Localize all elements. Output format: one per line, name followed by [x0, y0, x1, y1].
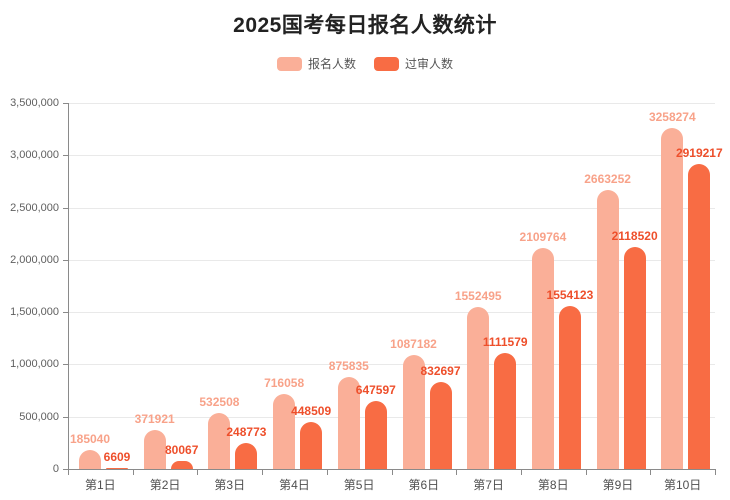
- y-tick-label: 3,500,000: [10, 97, 59, 109]
- bar-value-label: 532508: [199, 395, 240, 410]
- x-axis-tick: [68, 469, 69, 475]
- gridline: [68, 416, 715, 418]
- bar-registered[interactable]: [79, 449, 101, 469]
- bar-registered[interactable]: [467, 306, 490, 469]
- gridline: [68, 155, 715, 157]
- page-title: 2025国考每日报名人数统计: [233, 14, 497, 37]
- bar-value-label: 875835: [328, 359, 369, 374]
- x-axis-tick: [391, 469, 393, 475]
- bar-value-label: 2663252: [584, 172, 631, 187]
- bar-value-label: 1087182: [390, 337, 437, 352]
- y-axis-tick: [63, 312, 68, 314]
- y-axis-line: [68, 103, 69, 470]
- legend-swatch-approved-icon: [374, 56, 399, 71]
- y-axis-tick: [63, 155, 68, 157]
- bar-registered[interactable]: [661, 128, 684, 469]
- bar-approved[interactable]: [623, 247, 646, 469]
- y-tick-label: 2,500,000: [10, 201, 59, 214]
- x-tick-label: 第3日: [214, 478, 246, 492]
- gridline: [68, 259, 715, 261]
- bar-approved[interactable]: [235, 442, 258, 469]
- bar-value-label: 647597: [355, 383, 396, 398]
- legend-swatch-registered-icon: [276, 56, 302, 71]
- bar-approved[interactable]: [558, 306, 581, 469]
- y-axis-tick: [63, 259, 68, 261]
- y-axis-tick: [63, 364, 68, 366]
- y-tick-label: 1,500,000: [10, 306, 59, 319]
- bar-approved[interactable]: [170, 460, 193, 469]
- x-tick-label: 第10日: [663, 478, 702, 492]
- bar-approved[interactable]: [300, 422, 323, 469]
- x-axis-tick: [262, 469, 264, 475]
- x-tick-label: 第1日: [85, 478, 116, 492]
- y-axis-tick: [63, 207, 68, 209]
- bar-value-label: 2919217: [675, 145, 723, 160]
- x-axis-tick: [197, 469, 199, 475]
- legend-label-approved: 过审人数: [405, 57, 454, 71]
- bar-approved[interactable]: [688, 163, 711, 469]
- x-tick-label: 第4日: [279, 478, 310, 492]
- bar-approved[interactable]: [106, 468, 128, 469]
- x-tick-label: 第2日: [149, 478, 181, 492]
- bar-approved[interactable]: [429, 381, 452, 469]
- bar-value-label: 1554123: [546, 288, 594, 303]
- x-axis-tick: [132, 469, 134, 475]
- y-tick-label: 1,000,000: [10, 358, 59, 371]
- x-tick-label: 第5日: [343, 478, 375, 492]
- bar-value-label: 1552495: [454, 288, 502, 303]
- gridline: [68, 207, 715, 209]
- bar-value-label: 371921: [134, 412, 175, 427]
- legend-item-approved[interactable]: 过审人数: [374, 55, 453, 72]
- bar-registered[interactable]: [402, 355, 425, 469]
- bar-registered[interactable]: [337, 377, 360, 469]
- bar-value-label: 248773: [226, 424, 267, 439]
- bar-value-label: 1111579: [482, 334, 528, 349]
- bar-registered[interactable]: [596, 190, 619, 469]
- bar-value-label: 448509: [291, 404, 332, 419]
- bar-registered[interactable]: [531, 248, 554, 469]
- x-tick-label: 第8日: [537, 478, 569, 492]
- bar-value-label: 2118520: [611, 229, 658, 244]
- y-axis-tick: [63, 103, 68, 104]
- y-tick-label: 2,000,000: [10, 253, 59, 266]
- legend: 报名人数 过审人数: [0, 55, 730, 72]
- x-axis-tick: [456, 469, 458, 475]
- bar-value-label: 185040: [69, 431, 111, 446]
- x-tick-label: 第6日: [408, 478, 440, 492]
- bar-approved[interactable]: [364, 401, 387, 469]
- x-axis-tick: [650, 469, 652, 475]
- x-axis-tick: [326, 469, 328, 475]
- x-axis-tick: [520, 469, 522, 475]
- bar-value-label: 6609: [103, 450, 131, 465]
- bar-value-label: 716058: [264, 376, 305, 391]
- gridline: [68, 364, 715, 366]
- bar-value-label: 80067: [165, 442, 199, 457]
- y-tick-label: 0: [52, 463, 59, 475]
- gridline: [68, 312, 715, 314]
- x-tick-label: 第9日: [602, 478, 634, 492]
- x-axis-tick: [715, 469, 716, 475]
- bar-value-label: 3258274: [648, 110, 696, 125]
- bar-value-label: 832697: [420, 363, 461, 378]
- y-axis-tick: [63, 416, 68, 418]
- bar-registered[interactable]: [273, 394, 296, 469]
- bar-registered[interactable]: [208, 413, 231, 469]
- x-axis-tick: [585, 469, 587, 475]
- bar-approved[interactable]: [494, 352, 517, 469]
- legend-item-registered[interactable]: 报名人数: [276, 55, 356, 72]
- bar-value-label: 2109764: [519, 230, 567, 245]
- x-tick-label: 第7日: [473, 478, 504, 492]
- gridline: [68, 103, 715, 104]
- bar-registered[interactable]: [143, 430, 166, 469]
- y-tick-label: 3,000,000: [10, 149, 59, 162]
- y-axis-tick: [63, 469, 68, 470]
- y-tick-label: 500,000: [19, 410, 59, 423]
- legend-label-registered: 报名人数: [307, 57, 356, 71]
